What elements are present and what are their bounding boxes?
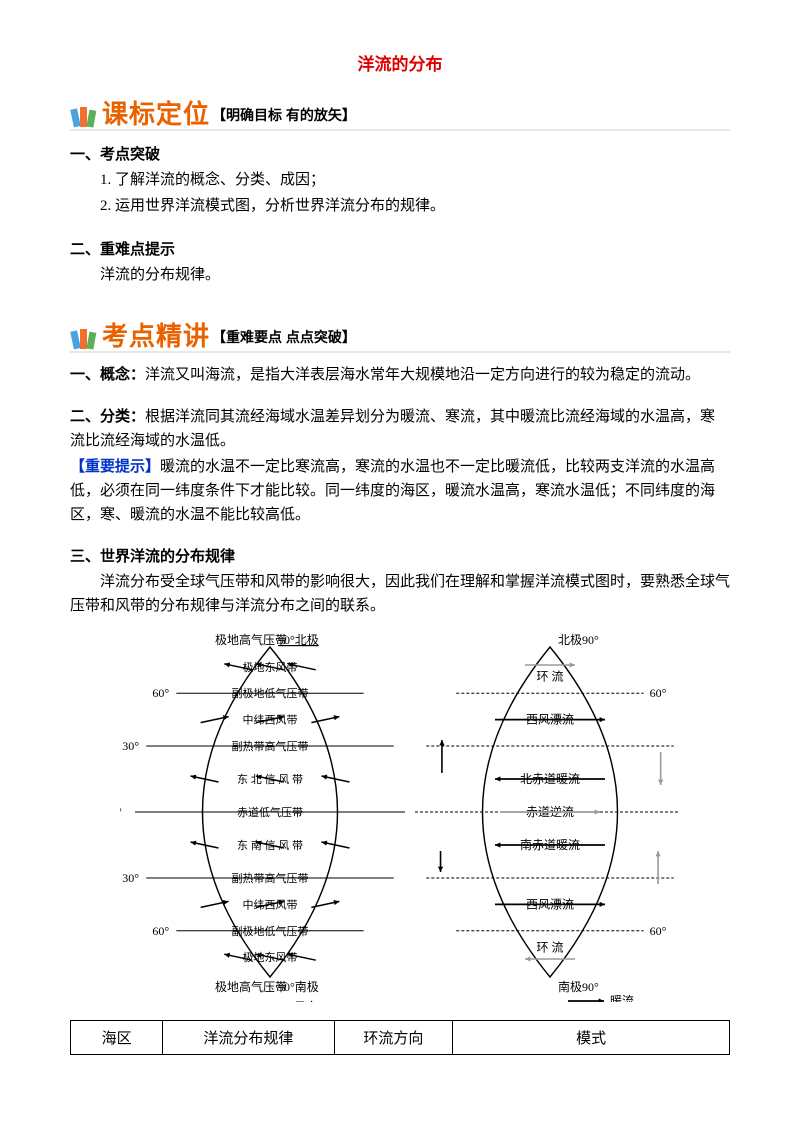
svg-text:副热带高气压带: 副热带高气压带 — [232, 871, 309, 885]
banner1-label: 课标定位 — [102, 101, 210, 129]
svg-text:环 流: 环 流 — [536, 670, 563, 684]
concept-body: 洋流又叫海流，是指大洋表层海水常年大规模地沿一定方向进行的较为稳定的流动。 — [145, 367, 700, 383]
th-region: 海区 — [71, 1021, 163, 1055]
svg-text:赤道低气压带: 赤道低气压带 — [237, 805, 303, 819]
banner-keypoints: 考点精讲 【重难要点 点点突破】 — [70, 315, 730, 351]
svg-text:北极90°: 北极90° — [558, 633, 599, 647]
summary-table: 海区 洋流分布规律 环流方向 模式 — [70, 1020, 730, 1055]
svg-text:风向: 风向 — [294, 999, 318, 1002]
svg-text:暖流: 暖流 — [610, 994, 634, 1002]
svg-text:0°: 0° — [120, 805, 122, 819]
svg-text:60°: 60° — [152, 924, 169, 938]
books-icon — [70, 103, 98, 129]
svg-text:60°: 60° — [650, 686, 667, 700]
svg-text:90°北极: 90°北极 — [278, 633, 319, 647]
s1-item: 2. 运用世界洋流模式图，分析世界洋流分布的规律。 — [70, 194, 730, 218]
ocean-current-diagram: 极地高气压带90°北极极地高气压带90°南极60°30°0°30°60°极地东风… — [70, 632, 730, 1002]
svg-text:副极地低气压带: 副极地低气压带 — [232, 924, 309, 938]
svg-text:90°南极: 90°南极 — [278, 979, 319, 994]
svg-text:副极地低气压带: 副极地低气压带 — [232, 686, 309, 700]
banner2-label: 考点精讲 — [102, 323, 210, 351]
svg-text:极地高气压带: 极地高气压带 — [215, 632, 287, 647]
banner1-sub: 【明确目标 有的放矢】 — [212, 105, 356, 129]
concept-block: 一、概念：洋流又叫海流，是指大洋表层海水常年大规模地沿一定方向进行的较为稳定的流… — [70, 363, 730, 387]
svg-text:60°: 60° — [650, 924, 667, 938]
table-row: 海区 洋流分布规律 环流方向 模式 — [71, 1021, 730, 1055]
svg-text:60°: 60° — [152, 686, 169, 700]
tip-head: 【重要提示】 — [70, 459, 160, 475]
svg-text:30°: 30° — [122, 739, 139, 753]
concept-head: 一、概念： — [70, 367, 145, 383]
banner2-sub: 【重难要点 点点突破】 — [212, 327, 356, 351]
classify-body: 根据洋流同其流经海域水温差异划分为暖流、寒流，其中暖流比流经海域的水温高，寒流比… — [70, 409, 715, 449]
classify-block: 二、分类：根据洋流同其流经海域水温差异划分为暖流、寒流，其中暖流比流经海域的水温… — [70, 405, 730, 453]
svg-text:极地高气压带: 极地高气压带 — [215, 979, 287, 994]
pattern-head: 三、世界洋流的分布规律 — [70, 545, 730, 566]
tip-body: 暖流的水温不一定比寒流高，寒流的水温也不一定比暖流低，比较两支洋流的水温高低，必… — [70, 459, 715, 523]
th-rule: 洋流分布规律 — [163, 1021, 334, 1055]
th-direction: 环流方向 — [334, 1021, 453, 1055]
th-mode: 模式 — [453, 1021, 730, 1055]
tip-block: 【重要提示】暖流的水温不一定比寒流高，寒流的水温也不一定比暖流低，比较两支洋流的… — [70, 455, 730, 527]
s1-item: 1. 了解洋流的概念、分类、成因； — [70, 168, 730, 192]
classify-head: 二、分类： — [70, 409, 145, 425]
s1-head: 一、考点突破 — [70, 143, 730, 164]
books-icon — [70, 325, 98, 351]
pattern-body: 洋流分布受全球气压带和风带的影响很大，因此我们在理解和掌握洋流模式图时，要熟悉全… — [70, 570, 730, 618]
page-title: 洋流的分布 — [70, 50, 730, 75]
banner-standard: 课标定位 【明确目标 有的放矢】 — [70, 93, 730, 129]
s2-head: 二、重难点提示 — [70, 238, 730, 259]
s2-body: 洋流的分布规律。 — [70, 263, 730, 287]
svg-text:环 流: 环 流 — [536, 940, 563, 954]
svg-text:副热带高气压带: 副热带高气压带 — [232, 739, 309, 753]
svg-text:南极90°: 南极90° — [558, 979, 599, 994]
svg-text:30°: 30° — [122, 871, 139, 885]
